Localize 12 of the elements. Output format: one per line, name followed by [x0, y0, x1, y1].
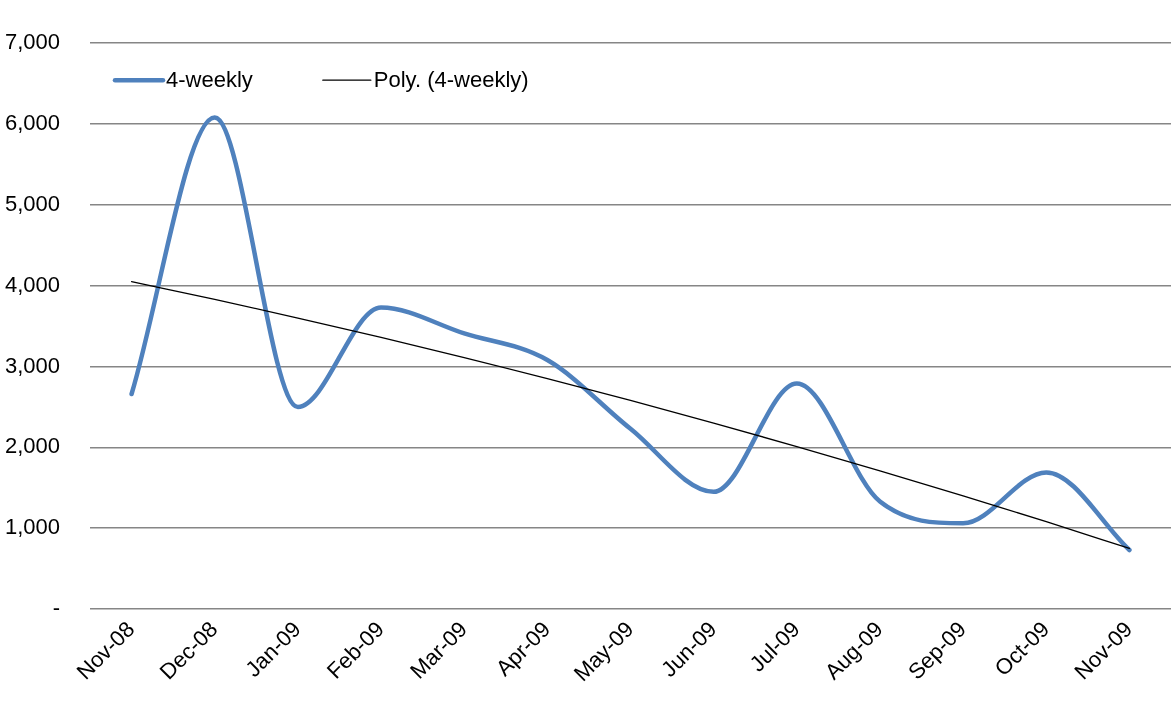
- y-tick-label: 1,000: [4, 514, 60, 540]
- y-tick-label: 5,000: [4, 190, 60, 216]
- y-tick-label: 6,000: [4, 110, 60, 136]
- y-tick-label: 3,000: [4, 352, 60, 378]
- y-tick-label: -: [52, 595, 60, 621]
- legend-label: Poly. (4-weekly): [373, 67, 529, 93]
- line-series: [129, 115, 1132, 553]
- y-tick-label: 7,000: [4, 29, 60, 55]
- y-tick-label: 2,000: [4, 433, 60, 459]
- legend-label: 4-weekly: [166, 67, 253, 93]
- line-series: [130, 280, 1131, 550]
- y-tick-label: 4,000: [4, 271, 60, 297]
